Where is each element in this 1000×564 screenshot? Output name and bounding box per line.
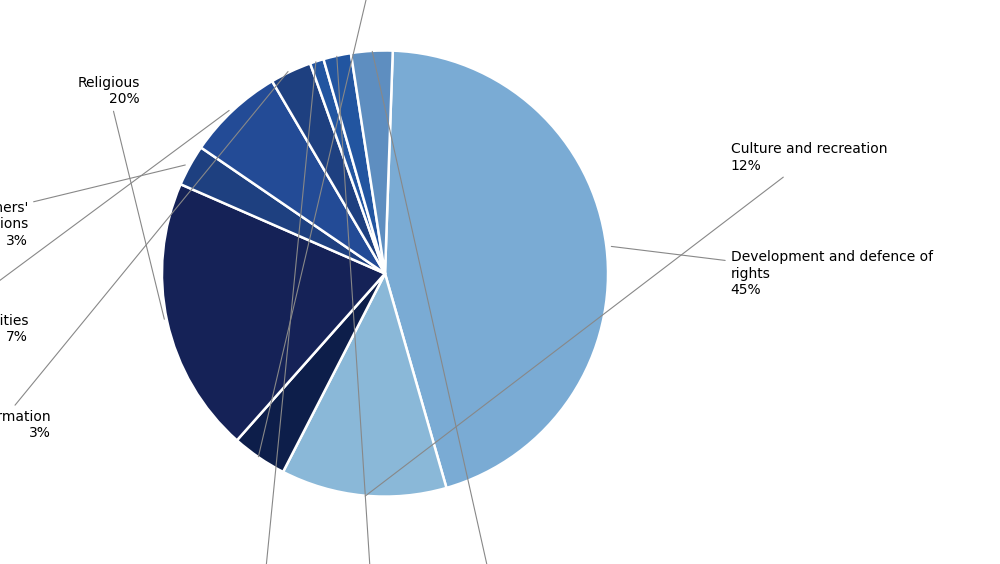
Wedge shape xyxy=(283,274,446,496)
Wedge shape xyxy=(272,63,385,274)
Text: Other associative activities
7%: Other associative activities 7% xyxy=(0,111,229,345)
Text: Education and research
3%: Education and research 3% xyxy=(372,51,583,564)
Text: Culture and recreation
12%: Culture and recreation 12% xyxy=(365,143,887,496)
Text: Other
2%: Other 2% xyxy=(337,56,394,564)
Text: Social assistance
4%: Social assistance 4% xyxy=(258,0,444,457)
Text: Development and defence of
rights
45%: Development and defence of rights 45% xyxy=(611,246,933,297)
Wedge shape xyxy=(201,81,385,274)
Text: Health
1%: Health 1% xyxy=(240,62,316,564)
Wedge shape xyxy=(351,51,393,274)
Wedge shape xyxy=(385,51,608,488)
Text: Religious
20%: Religious 20% xyxy=(77,76,164,319)
Wedge shape xyxy=(310,59,385,274)
Wedge shape xyxy=(181,148,385,274)
Wedge shape xyxy=(237,274,385,472)
Text: Professional and farmers'
associations
3%: Professional and farmers' associations 3… xyxy=(0,165,185,248)
Text: No information
3%: No information 3% xyxy=(0,72,288,440)
Wedge shape xyxy=(162,184,385,440)
Wedge shape xyxy=(324,53,385,274)
